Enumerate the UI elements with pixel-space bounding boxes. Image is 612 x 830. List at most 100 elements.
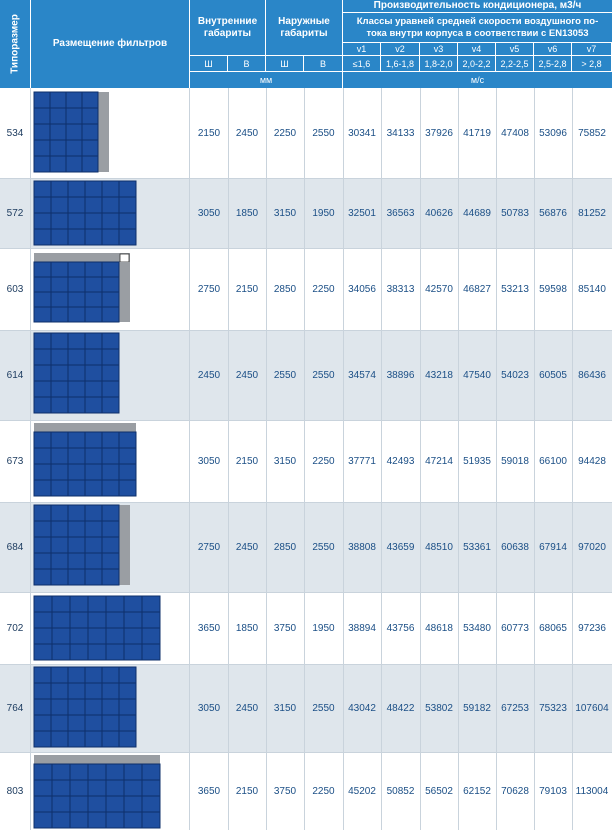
filter-layout-diagram bbox=[33, 595, 161, 661]
dimension-cell-outer-h: 1950 bbox=[312, 622, 335, 634]
capacity-cell-v6: 59598 bbox=[539, 283, 567, 295]
filter-layout-diagram bbox=[33, 332, 120, 414]
inner-w-label: Ш bbox=[190, 56, 227, 71]
filter-cell bbox=[87, 611, 107, 629]
grid-line-vertical bbox=[30, 88, 31, 830]
filter-cell bbox=[101, 479, 120, 497]
filter-cell bbox=[33, 155, 51, 173]
filter-layout-diagram bbox=[33, 180, 137, 246]
filter-cell bbox=[33, 595, 53, 613]
filter-cell bbox=[67, 666, 86, 684]
unit-mm-label: мм bbox=[190, 72, 342, 88]
frame-strip-top bbox=[34, 253, 130, 262]
filter-cell bbox=[33, 212, 52, 230]
capacity-cell-v3: 40626 bbox=[425, 207, 453, 219]
filter-cell bbox=[84, 682, 103, 700]
classes-header: Классы уравней средней скорости воздушно… bbox=[343, 13, 612, 42]
filter-cell bbox=[51, 779, 71, 797]
filter-cell bbox=[84, 180, 103, 198]
capacity-cell-v5: 60638 bbox=[501, 541, 529, 553]
capacity-cell-v3: 47214 bbox=[425, 455, 453, 467]
filter-cell bbox=[33, 276, 52, 293]
filter-cell bbox=[50, 714, 69, 732]
filter-cell bbox=[101, 682, 120, 700]
filter-cell bbox=[33, 779, 53, 797]
capacity-cell-v3: 56502 bbox=[425, 785, 453, 797]
typesize-cell: 534 bbox=[6, 127, 24, 139]
filter-cell bbox=[67, 212, 86, 230]
filter-cell bbox=[50, 228, 69, 246]
capacity-cell-v5: 53213 bbox=[501, 283, 529, 295]
filter-cell bbox=[33, 666, 52, 684]
filter-cell bbox=[123, 643, 143, 661]
dimension-cell-inner-w: 2150 bbox=[197, 127, 221, 139]
filter-cell bbox=[50, 666, 69, 684]
filter-cell bbox=[50, 479, 69, 497]
dimension-cell-inner-w: 2750 bbox=[197, 283, 221, 295]
filter-cell bbox=[67, 568, 86, 586]
filter-cell bbox=[67, 228, 86, 246]
class-label-v6: v6 bbox=[534, 43, 571, 55]
capacity-cell-v3: 42570 bbox=[425, 283, 453, 295]
filter-cell bbox=[101, 463, 120, 481]
filter-cell bbox=[101, 552, 120, 570]
capacity-cell-v4: 47540 bbox=[463, 369, 491, 381]
filter-cell bbox=[50, 552, 69, 570]
filter-cell bbox=[105, 643, 125, 661]
capacity-cell-v1: 34056 bbox=[348, 283, 376, 295]
capacity-cell-v5: 60773 bbox=[501, 622, 529, 634]
filter-cell bbox=[118, 431, 137, 449]
capacity-cell-v4: 44689 bbox=[463, 207, 491, 219]
filter-cell bbox=[69, 779, 89, 797]
filter-cell bbox=[33, 611, 53, 629]
filter-cell bbox=[50, 504, 69, 522]
range-label-v7: > 2,8 bbox=[572, 56, 611, 71]
filter-cell bbox=[87, 643, 107, 661]
dimension-cell-inner-w: 3050 bbox=[197, 702, 221, 714]
filter-cell bbox=[101, 396, 120, 414]
capacity-cell-v7: 86436 bbox=[578, 369, 606, 381]
filter-cell bbox=[50, 463, 69, 481]
filter-cell bbox=[123, 811, 143, 829]
filter-cell bbox=[50, 306, 69, 323]
filter-cell bbox=[33, 552, 52, 570]
class-label-v5: v5 bbox=[496, 43, 533, 55]
filter-cell bbox=[84, 714, 103, 732]
class-label-v4: v4 bbox=[458, 43, 495, 55]
filter-cell bbox=[67, 364, 86, 382]
filter-cell bbox=[51, 595, 71, 613]
filter-cell bbox=[50, 364, 69, 382]
filter-layout-diagram bbox=[33, 504, 130, 586]
grid-line-horizontal bbox=[0, 330, 612, 331]
grid-line-horizontal bbox=[0, 502, 612, 503]
filter-cell bbox=[101, 730, 120, 748]
capacity-cell-v6: 68065 bbox=[539, 622, 567, 634]
filter-cell bbox=[118, 447, 137, 465]
dimension-cell-outer-w: 3150 bbox=[273, 207, 297, 219]
dimension-cell-inner-h: 1850 bbox=[235, 207, 259, 219]
filter-cell bbox=[101, 447, 120, 465]
range-label-v5: 2,2-2,5 bbox=[496, 56, 533, 71]
capacity-cell-v7: 97020 bbox=[578, 541, 606, 553]
filter-cell bbox=[81, 91, 99, 109]
grid-line-horizontal bbox=[0, 178, 612, 179]
typesize-cell: 572 bbox=[6, 207, 24, 219]
filter-cell bbox=[67, 479, 86, 497]
filter-cell bbox=[50, 431, 69, 449]
filter-cell bbox=[118, 228, 137, 246]
filter-cell bbox=[84, 666, 103, 684]
capacity-cell-v4: 53361 bbox=[463, 541, 491, 553]
filter-cell bbox=[50, 180, 69, 198]
filter-cell bbox=[123, 795, 143, 813]
filter-cell bbox=[101, 380, 120, 398]
dimension-cell-inner-h: 2450 bbox=[235, 369, 259, 381]
filter-cell bbox=[67, 463, 86, 481]
filters-header: Размещение фильтров bbox=[31, 0, 189, 88]
dimension-cell-inner-h: 2150 bbox=[235, 455, 259, 467]
filter-cell bbox=[33, 332, 52, 350]
filter-cell bbox=[33, 396, 52, 414]
filter-cell bbox=[67, 520, 86, 538]
range-label-v4: 2,0-2,2 bbox=[458, 56, 495, 71]
filter-cell bbox=[84, 552, 103, 570]
